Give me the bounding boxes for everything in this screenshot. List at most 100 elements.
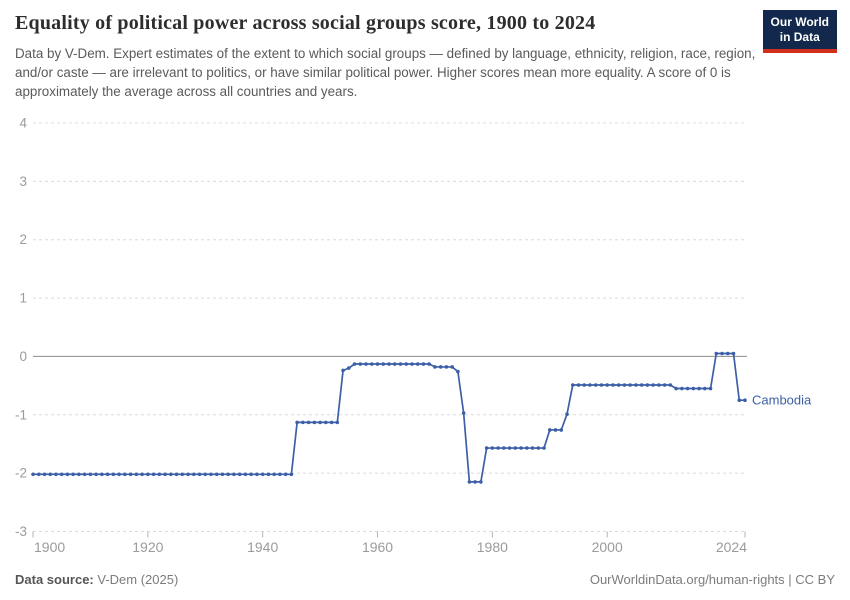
- data-point: [588, 383, 592, 387]
- x-axis-tick-label: 2000: [592, 539, 623, 555]
- data-point: [128, 472, 133, 477]
- data-point: [496, 446, 500, 450]
- series-label[interactable]: Cambodia: [752, 393, 812, 408]
- data-point: [31, 472, 35, 477]
- data-point: [100, 472, 104, 477]
- data-point: [301, 420, 305, 425]
- x-axis-tick-label: 1980: [477, 539, 508, 555]
- data-point: [266, 472, 271, 477]
- data-point: [243, 472, 248, 477]
- data-point: [582, 383, 587, 387]
- chart-subtitle: Data by V-Dem. Expert estimates of the e…: [15, 46, 756, 100]
- data-point: [94, 472, 98, 477]
- y-axis-tick-label: -1: [15, 407, 27, 422]
- data-point: [536, 446, 541, 450]
- data-point: [341, 368, 345, 373]
- data-point: [743, 398, 747, 402]
- data-point: [169, 472, 173, 477]
- data-point: [381, 362, 386, 366]
- data-point: [203, 472, 208, 477]
- data-point: [559, 428, 564, 432]
- y-axis-tick-label: -3: [15, 524, 27, 539]
- y-axis-tick-label: 0: [19, 349, 27, 364]
- data-point: [519, 446, 523, 450]
- data-point: [82, 472, 87, 477]
- x-axis-tick-label: 2024: [716, 539, 747, 555]
- data-point: [226, 472, 231, 477]
- data-point: [157, 472, 162, 477]
- data-point: [163, 472, 167, 477]
- data-point: [674, 386, 678, 391]
- data-point: [421, 362, 426, 366]
- data-point: [146, 472, 150, 477]
- data-point: [347, 366, 351, 370]
- data-point: [232, 472, 236, 477]
- data-point: [703, 386, 707, 391]
- data-point: [387, 362, 391, 366]
- cambodia-line[interactable]: [33, 352, 745, 483]
- data-point: [174, 472, 179, 477]
- data-point: [324, 420, 328, 425]
- data-point: [525, 446, 529, 450]
- data-point: [36, 472, 41, 477]
- data-point: [59, 472, 64, 477]
- data-point: [530, 446, 535, 450]
- data-point: [123, 472, 127, 477]
- data-point: [502, 446, 506, 450]
- data-point: [611, 383, 615, 387]
- data-point: [605, 383, 609, 387]
- data-point: [410, 362, 414, 366]
- data-point: [456, 369, 460, 374]
- data-point: [289, 472, 294, 477]
- data-point: [415, 362, 420, 366]
- data-point: [634, 383, 638, 387]
- data-point: [473, 480, 477, 484]
- data-point: [547, 428, 552, 432]
- data-point: [278, 472, 282, 477]
- data-point: [484, 446, 489, 450]
- data-source: Data source: V-Dem (2025): [15, 572, 178, 587]
- data-point: [737, 398, 742, 402]
- owid-logo-line1: Our World: [770, 15, 829, 29]
- data-point: [507, 446, 512, 450]
- y-axis-tick-label: 1: [19, 291, 27, 306]
- data-point: [708, 386, 713, 391]
- data-point: [197, 472, 202, 477]
- data-point: [404, 362, 409, 366]
- data-point: [105, 472, 110, 477]
- x-axis-tick-label: 1900: [34, 539, 65, 555]
- data-point: [214, 472, 219, 477]
- footer-credit[interactable]: OurWorldinData.org/human-rights | CC BY: [589, 572, 835, 587]
- data-point: [570, 383, 575, 387]
- data-point: [576, 383, 581, 387]
- data-point: [599, 383, 604, 387]
- data-point: [628, 383, 632, 387]
- data-point: [117, 472, 121, 477]
- data-point: [71, 472, 75, 477]
- data-point: [691, 386, 696, 391]
- data-point: [427, 362, 431, 366]
- data-point: [88, 472, 93, 477]
- data-point: [461, 411, 466, 415]
- data-point: [398, 362, 403, 366]
- data-point: [645, 383, 650, 387]
- data-point: [352, 362, 357, 366]
- y-axis-tick-label: 3: [19, 174, 27, 189]
- data-point: [306, 420, 311, 425]
- data-point: [54, 472, 58, 477]
- data-point: [295, 420, 299, 425]
- data-point: [565, 412, 569, 417]
- data-point: [593, 383, 598, 387]
- data-point: [616, 383, 621, 387]
- data-point: [392, 362, 397, 366]
- data-point: [358, 362, 363, 366]
- data-point: [438, 365, 443, 369]
- data-point: [220, 472, 225, 477]
- data-point: [209, 472, 213, 477]
- owid-logo[interactable]: Our World in Data: [762, 10, 837, 53]
- data-point: [662, 383, 667, 387]
- data-point: [255, 472, 259, 477]
- owid-logo-line2: in Data: [779, 30, 820, 44]
- x-axis-tick-label: 1940: [247, 539, 278, 555]
- data-point: [260, 472, 265, 477]
